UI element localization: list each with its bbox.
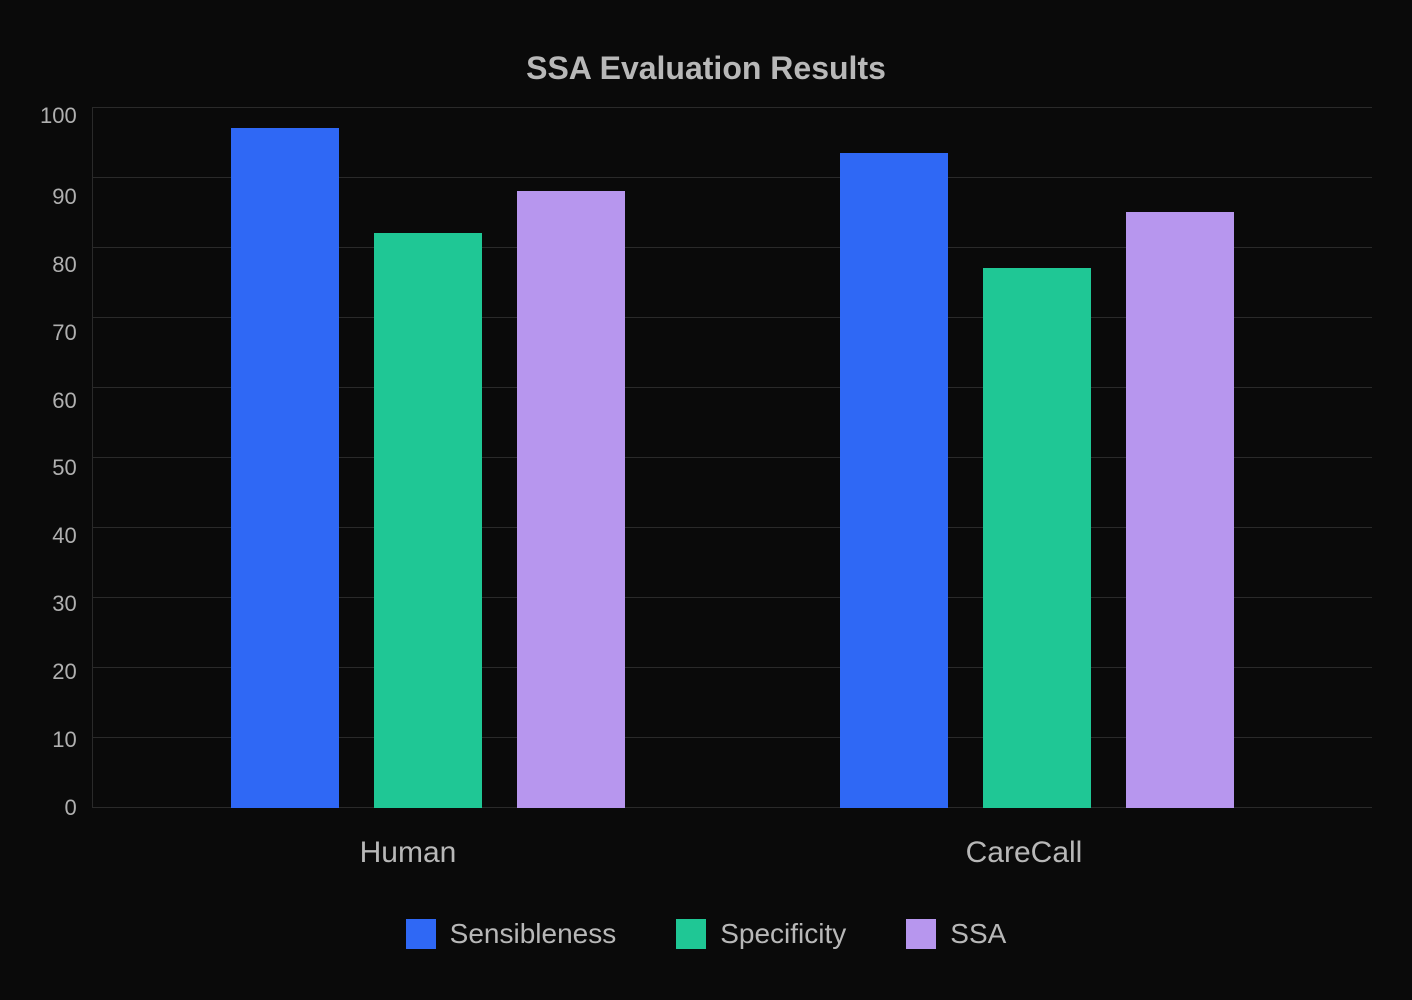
bar xyxy=(517,191,625,808)
chart-container: SSA Evaluation Results 10090807060504030… xyxy=(0,0,1412,1000)
bar-group xyxy=(732,107,1342,808)
bar xyxy=(231,128,339,808)
legend-item: SSA xyxy=(906,918,1006,950)
legend-label: SSA xyxy=(950,918,1006,950)
legend-label: Specificity xyxy=(720,918,846,950)
bar xyxy=(983,268,1091,808)
y-tick: 30 xyxy=(52,593,76,615)
bars-area xyxy=(93,107,1372,808)
legend: Sensibleness Specificity SSA xyxy=(40,918,1372,970)
y-axis-labels: 1009080706050403020100 xyxy=(40,107,92,808)
legend-label: Sensibleness xyxy=(450,918,617,950)
y-tick: 60 xyxy=(52,390,76,412)
bar xyxy=(1126,212,1234,808)
bar-group xyxy=(123,107,733,808)
y-tick: 50 xyxy=(52,457,76,479)
x-category-label: CareCall xyxy=(716,836,1332,870)
y-tick: 80 xyxy=(52,254,76,276)
legend-swatch xyxy=(676,919,706,949)
y-tick: 40 xyxy=(52,525,76,547)
chart-title: SSA Evaluation Results xyxy=(40,50,1372,87)
legend-swatch xyxy=(906,919,936,949)
bar xyxy=(374,233,482,808)
y-tick: 10 xyxy=(52,729,76,751)
x-axis-labels: HumanCareCall xyxy=(40,836,1372,870)
y-tick: 90 xyxy=(52,186,76,208)
bar xyxy=(840,153,948,808)
plot-area xyxy=(92,107,1372,808)
plot-wrapper: 1009080706050403020100 xyxy=(40,107,1372,808)
legend-item: Specificity xyxy=(676,918,846,950)
x-category-label: Human xyxy=(100,836,716,870)
y-tick: 0 xyxy=(64,797,76,819)
y-tick: 70 xyxy=(52,322,76,344)
legend-item: Sensibleness xyxy=(406,918,617,950)
y-tick: 20 xyxy=(52,661,76,683)
legend-swatch xyxy=(406,919,436,949)
y-tick: 100 xyxy=(40,105,77,127)
